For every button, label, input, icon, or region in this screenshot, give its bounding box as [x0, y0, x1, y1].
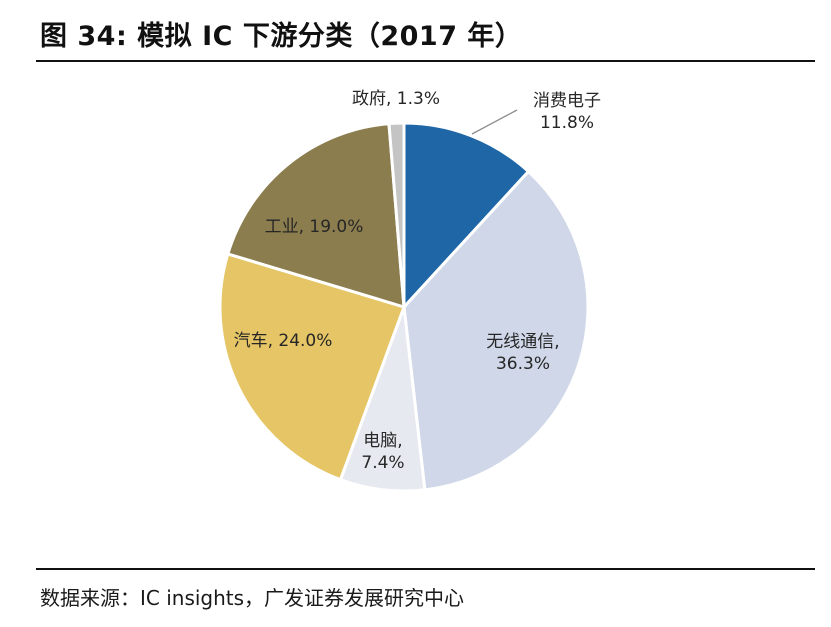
slice-label-4-line-0: 工业, 19.0%: [265, 217, 364, 237]
pie-slices: [218, 121, 590, 493]
slice-label-4: 工业, 19.0%: [265, 217, 364, 237]
slice-label-0: 消费电子 11.8%: [533, 91, 601, 133]
pie-slice-1: [402, 169, 590, 492]
slice-label-1: 无线通信, 36.3%: [486, 332, 559, 374]
slice-label-5: 政府, 1.3%: [352, 89, 440, 109]
source-note: 数据来源：IC insights，广发证券发展研究中心: [40, 586, 465, 610]
slice-label-0-line-1: 11.8%: [540, 113, 594, 133]
leader-line-consumer-electronics: [471, 109, 518, 135]
slice-label-1-line-0: 无线通信,: [486, 332, 559, 352]
slice-label-2-line-0: 电脑,: [363, 431, 402, 451]
pie-slice-4: [226, 122, 406, 309]
figure-title: 图 34: 模拟 IC 下游分类（2017 年）: [40, 21, 523, 52]
slice-label-3: 汽车, 24.0%: [234, 331, 333, 351]
bottom-rule: [36, 568, 815, 570]
slice-label-1-line-1: 36.3%: [496, 354, 550, 374]
slice-label-5-line-0: 政府, 1.3%: [352, 89, 440, 109]
slice-labels: 消费电子 11.8% 无线通信, 36.3% 电脑, 7.4% 汽车, 24.0% 工业, 1…: [234, 89, 601, 473]
pie-slice-0: [402, 121, 530, 309]
slice-label-2-line-1: 7.4%: [361, 453, 404, 473]
slice-label-0-line-0: 消费电子: [533, 91, 601, 111]
pie-slice-3: [218, 252, 406, 482]
slice-label-3-line-0: 汽车, 24.0%: [234, 331, 333, 351]
top-rule: [36, 60, 815, 62]
slice-label-2: 电脑, 7.4%: [361, 431, 404, 473]
pie-slice-5: [387, 121, 406, 309]
